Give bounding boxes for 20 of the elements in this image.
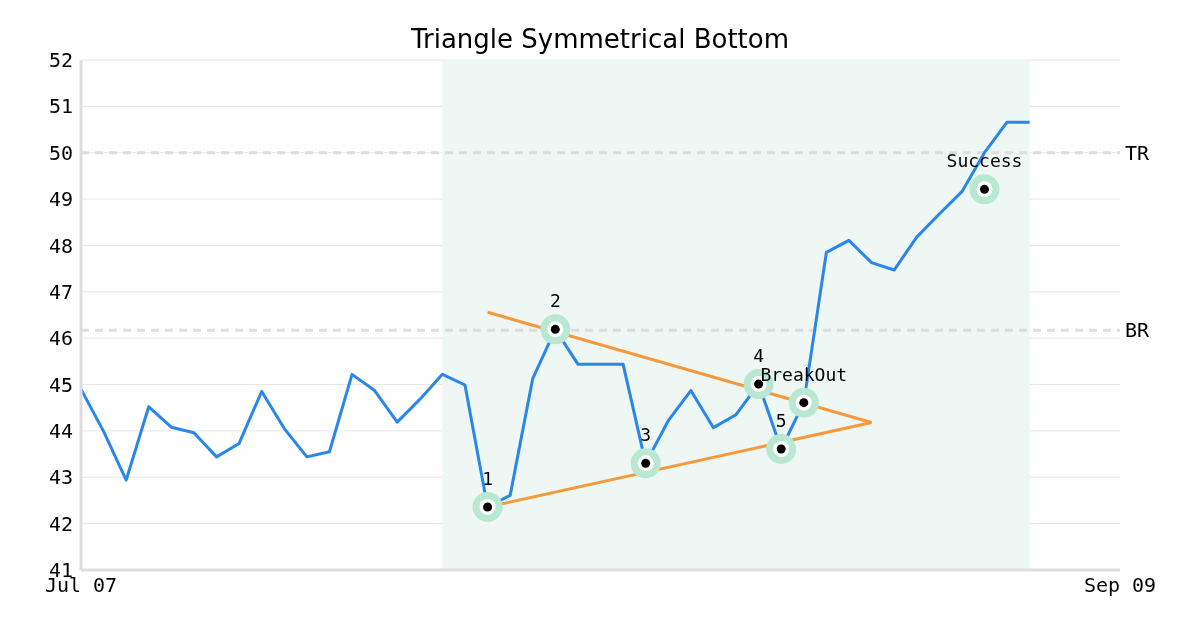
annotation: 1	[482, 467, 493, 489]
ref-line-label: BR	[1125, 318, 1151, 343]
y-tick-label: 51	[48, 94, 73, 119]
y-tick-label: 43	[48, 465, 73, 490]
x-tick-label: Sep 09	[1083, 573, 1157, 598]
y-tick-label: 46	[48, 326, 73, 351]
y-tick-label: 52	[48, 48, 73, 73]
y-tick-label: 48	[48, 233, 73, 258]
annotation: 3	[640, 424, 652, 446]
y-tick-label: 47	[48, 279, 73, 304]
annotation: 4	[753, 345, 765, 367]
y-tick-label: 42	[48, 511, 73, 536]
y-tick-label: 44	[48, 419, 73, 444]
ref-line-label: TR	[1125, 140, 1151, 165]
chart-title: Triangle Symmetrical Bottom	[410, 24, 790, 54]
y-tick-label: 45	[48, 372, 73, 397]
annotation: 2	[549, 290, 561, 312]
annotation: 5	[775, 409, 787, 431]
y-tick-label: 50	[48, 140, 73, 165]
y-tick-label: 49	[48, 187, 73, 212]
